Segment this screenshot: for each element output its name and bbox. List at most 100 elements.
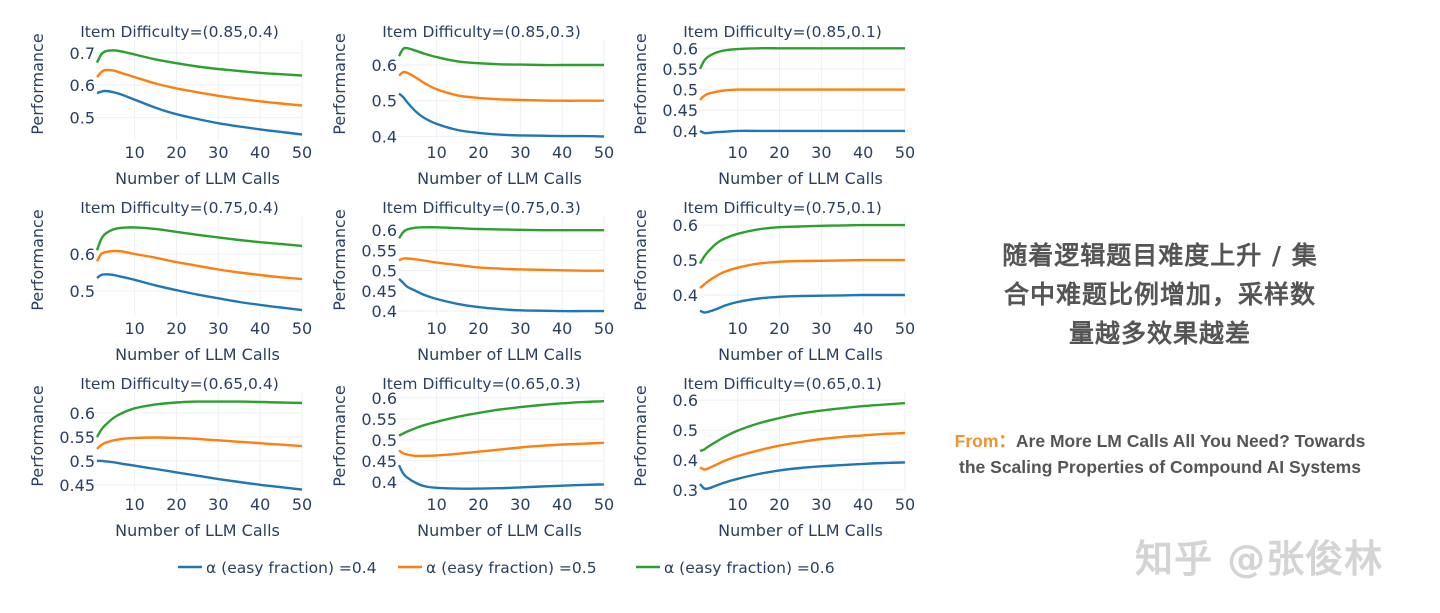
y-tick-label: 0.6 — [673, 216, 698, 235]
series-line-alpha-0-5 — [699, 431, 906, 471]
y-tick-label: 0.45 — [361, 452, 397, 471]
x-axis-label: Number of LLM Calls — [417, 169, 582, 188]
x-tick-label: 30 — [510, 495, 530, 514]
x-tick-label: 30 — [811, 143, 831, 162]
y-tick-label: 0.6 — [372, 221, 397, 240]
series-line-alpha-0-4 — [699, 129, 905, 135]
y-tick-label: 0.3 — [673, 481, 698, 500]
legend-label: α (easy fraction) =0.5 — [426, 559, 597, 577]
subplot-9: Item Difficulty=(0.65,0.1) 10 20 30 40 50 0.3 0… — [631, 375, 915, 540]
y-tick-label: 0.6 — [372, 56, 397, 75]
subplot-title: Item Difficulty=(0.75,0.1) — [683, 199, 882, 217]
x-axis-label: Number of LLM Calls — [417, 345, 582, 364]
series-line-alpha-0-4 — [398, 277, 604, 313]
x-tick-label: 10 — [727, 319, 747, 338]
source-title-line2: the Scaling Properties of Compound AI Sy… — [959, 457, 1361, 477]
x-tick-label: 30 — [811, 319, 831, 338]
subplot-2: Item Difficulty=(0.85,0.3) 10 20 30 40 50 0.4 0… — [330, 23, 614, 188]
series-line-alpha-0-5 — [699, 258, 905, 289]
y-axis-label: Performance — [631, 33, 650, 134]
x-tick-label: 50 — [895, 495, 915, 514]
subplot-title: Item Difficulty=(0.85,0.1) — [683, 23, 882, 41]
series-line-alpha-0-5 — [398, 70, 604, 102]
x-tick-label: 40 — [552, 495, 572, 514]
x-tick-label: 40 — [853, 495, 873, 514]
y-tick-label: 0.6 — [70, 245, 95, 264]
y-tick-label: 0.6 — [70, 404, 95, 423]
y-tick-label: 0.5 — [673, 421, 698, 440]
x-axis-label: Number of LLM Calls — [417, 521, 582, 540]
x-tick-label: 10 — [124, 143, 144, 162]
x-tick-label: 40 — [552, 143, 572, 162]
legend-label: α (easy fraction) =0.4 — [206, 559, 377, 577]
x-axis-label: Number of LLM Calls — [718, 521, 883, 540]
x-tick-label: 50 — [292, 495, 312, 514]
note-line: 量越多效果越差 — [1068, 319, 1251, 348]
x-tick-label: 20 — [769, 319, 789, 338]
y-axis-label: Performance — [330, 33, 349, 134]
x-tick-label: 20 — [166, 143, 186, 162]
x-tick-label: 30 — [510, 143, 530, 162]
y-tick-label: 0.4 — [372, 127, 397, 146]
y-tick-label: 0.5 — [70, 108, 95, 127]
subplot-title: Item Difficulty=(0.65,0.1) — [683, 375, 882, 393]
x-axis-label: Number of LLM Calls — [115, 521, 280, 540]
legend-item: α (easy fraction) =0.5 — [398, 559, 597, 577]
x-axis-label: Number of LLM Calls — [718, 345, 883, 364]
note-line: 合中难题比例增加，采样数 — [1003, 280, 1316, 309]
y-axis-label: Performance — [631, 385, 650, 486]
y-tick-label: 0.4 — [673, 286, 698, 305]
subplot-5: Item Difficulty=(0.75,0.3)10 20 30 40 500.40… — [330, 199, 614, 364]
watermark: 知乎 @张俊林 — [1135, 537, 1384, 581]
source-from-label: From： — [954, 431, 1016, 451]
x-tick-label: 10 — [124, 319, 144, 338]
x-tick-label: 10 — [727, 143, 747, 162]
y-tick-label: 0.4 — [673, 122, 698, 141]
y-axis-label: Performance — [330, 209, 349, 310]
y-axis-label: Performance — [28, 209, 47, 310]
x-tick-label: 10 — [426, 143, 446, 162]
x-axis-label: Number of LLM Calls — [115, 345, 280, 364]
y-axis-label: Performance — [28, 33, 47, 134]
series-line-alpha-0-6 — [95, 226, 303, 251]
series-line-alpha-0-6 — [95, 400, 303, 438]
series-line-alpha-0-5 — [96, 68, 303, 107]
x-tick-label: 20 — [468, 495, 488, 514]
series-line-alpha-0-4 — [397, 464, 605, 490]
y-tick-label: 0.4 — [673, 451, 698, 470]
x-tick-label: 40 — [853, 143, 873, 162]
subplot-title: Item Difficulty=(0.65,0.4) — [80, 375, 279, 393]
y-tick-label: 0.5 — [372, 262, 397, 281]
y-tick-label: 0.5 — [372, 92, 397, 111]
subplot-1: Item Difficulty=(0.85,0.4) 10 20 30 40 50 0.5 0… — [28, 23, 312, 188]
y-axis-label: Performance — [28, 385, 47, 486]
y-tick-label: 0.6 — [70, 76, 95, 95]
subplot-3: Item Difficulty=(0.85,0.1) 10 20 30 40 50 0.4 0… — [631, 23, 915, 188]
y-tick-label: 0.45 — [662, 101, 698, 120]
subplot-title: Item Difficulty=(0.85,0.4) — [80, 23, 279, 41]
series-line-alpha-0-6 — [397, 46, 604, 67]
x-tick-label: 30 — [208, 143, 228, 162]
series-line-alpha-0-5 — [699, 88, 905, 101]
x-tick-label: 20 — [769, 143, 789, 162]
series-line-alpha-0-6 — [398, 400, 605, 437]
y-tick-label: 0.45 — [361, 282, 397, 301]
series-line-alpha-0-5 — [398, 441, 605, 458]
x-tick-label: 20 — [468, 143, 488, 162]
y-axis-label: Performance — [330, 385, 349, 486]
annotation-note: 随着逻辑题目难度上升 / 集 合中难题比例增加，采样数 量越多效果越差 — [940, 236, 1380, 353]
legend: α (easy fraction) =0.4 α (easy fraction) … — [178, 559, 835, 577]
y-tick-label: 0.5 — [70, 282, 95, 301]
subplot-title: Item Difficulty=(0.75,0.3) — [382, 199, 581, 217]
x-tick-label: 20 — [166, 319, 186, 338]
y-tick-label: 0.5 — [70, 452, 95, 471]
legend-item: α (easy fraction) =0.4 — [178, 559, 377, 577]
y-tick-label: 0.45 — [59, 476, 95, 495]
x-tick-label: 30 — [510, 319, 530, 338]
series-line-alpha-0-4 — [699, 461, 906, 491]
series-line-alpha-0-5 — [398, 257, 604, 272]
subplot-6: Item Difficulty=(0.75,0.1) 10 20 30 40 50 0.4 0… — [631, 199, 915, 364]
subplot-title: Item Difficulty=(0.75,0.4) — [80, 199, 279, 217]
y-tick-label: 0.5 — [673, 251, 698, 270]
x-tick-label: 40 — [250, 495, 270, 514]
